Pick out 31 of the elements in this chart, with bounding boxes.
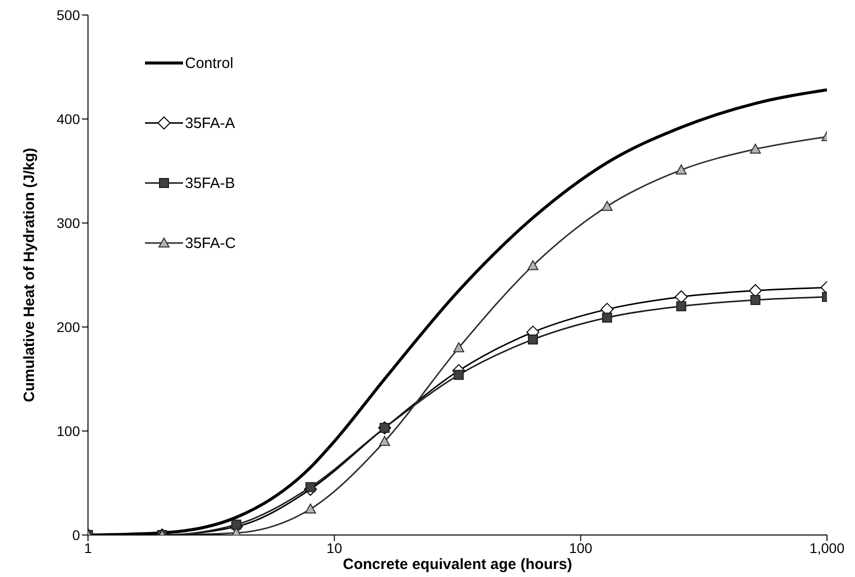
point [676,301,686,312]
y-tick-label: 500 [56,7,80,23]
legend-label: 35FA-A [185,114,236,132]
x-tick-label: 1,000 [809,540,845,556]
point [379,436,390,446]
y-tick-label: 200 [56,319,80,335]
point [527,260,538,270]
point [602,200,613,211]
point [305,482,316,492]
point [750,294,760,305]
legend-label: 35FA-C [185,234,236,252]
y-tick-label: 0 [72,527,80,543]
point [674,290,688,304]
x-axis-title: Concrete equivalent age (hours) [342,556,572,573]
point [602,312,612,323]
legend-label: Control [185,54,234,72]
point [231,520,242,530]
point [676,164,687,174]
x-tick-label: 10 [326,540,342,556]
y-tick-label: 400 [56,111,80,127]
y-tick-label: 300 [56,215,80,231]
point [750,144,761,154]
x-tick-label: 1 [84,540,92,556]
y-axis-title: Cumulative Heat of Hydration (J/kg) [21,148,38,402]
legend-label: 35FA-B [185,174,236,192]
x-tick-label: 100 [568,540,593,556]
point [528,334,538,344]
point [304,504,316,514]
point [453,342,464,352]
y-tick-label: 100 [56,423,80,439]
point [454,370,464,380]
